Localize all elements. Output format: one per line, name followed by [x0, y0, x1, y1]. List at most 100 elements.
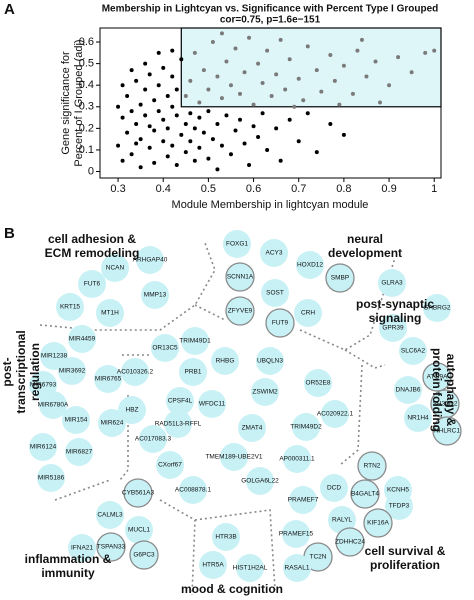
gene-node	[223, 230, 251, 258]
point	[274, 126, 279, 131]
point	[179, 132, 184, 137]
node-label: CPSF4L	[168, 398, 193, 405]
point	[183, 122, 188, 127]
point	[373, 59, 378, 64]
node-label: SH3GL2	[433, 401, 458, 408]
group-label-line: transcriptional	[14, 330, 28, 413]
gene-node	[294, 299, 322, 327]
gene-node	[325, 263, 355, 293]
node-label: HTR3B	[215, 534, 236, 541]
point	[396, 55, 401, 60]
gene-node	[118, 396, 146, 424]
gene-node	[260, 239, 288, 267]
point	[247, 163, 252, 168]
x-axis-label: Module Membership in lightcyan module	[172, 199, 369, 211]
point	[215, 74, 220, 79]
point	[247, 35, 252, 40]
point	[161, 117, 166, 122]
point	[129, 109, 134, 114]
gene-node	[96, 501, 124, 529]
group-label: cell survival &proliferation	[365, 544, 446, 572]
group-label-line: ECM remodeling	[45, 246, 140, 260]
point	[219, 96, 224, 101]
gene-node	[101, 254, 129, 282]
gene-node	[357, 451, 387, 481]
group-label-line: cell survival &	[365, 544, 446, 558]
point	[147, 124, 152, 129]
gene-node	[404, 404, 432, 432]
node-label: MIR5186	[38, 475, 65, 482]
point	[269, 93, 274, 98]
point	[224, 59, 229, 64]
point	[188, 78, 193, 83]
point	[314, 150, 319, 155]
gene-node	[139, 425, 167, 453]
node-label: SOST	[266, 290, 284, 297]
group-label: post-transcriptional regulation	[0, 330, 42, 413]
point	[292, 104, 297, 109]
node-label: TMEM189-UBE2V1	[205, 454, 262, 461]
node-label: TSPAN33	[97, 544, 126, 551]
gene-node	[296, 251, 324, 279]
point	[355, 48, 360, 53]
gene-node	[151, 334, 179, 362]
point	[138, 137, 143, 142]
point	[174, 113, 179, 118]
gene-node	[432, 416, 462, 446]
gene-node	[211, 347, 239, 375]
point	[183, 150, 188, 155]
node-label: MMP13	[144, 292, 167, 299]
node-label: NCAN	[106, 265, 125, 272]
point	[364, 74, 369, 79]
group-label-line: signaling	[369, 311, 422, 325]
panel-label: B	[4, 225, 15, 242]
node-label: PRAMEF15	[279, 531, 314, 538]
highlight-region	[180, 27, 442, 108]
gene-node	[37, 464, 65, 492]
point	[129, 152, 134, 157]
point	[278, 158, 283, 163]
point	[265, 147, 270, 152]
point	[296, 139, 301, 144]
point	[238, 91, 243, 96]
separator	[344, 349, 386, 369]
point	[183, 93, 188, 98]
gene-node	[363, 508, 393, 538]
group-label-line: development	[328, 246, 402, 260]
node-label: RTN2	[364, 463, 381, 470]
point	[156, 83, 161, 88]
gene-node	[256, 347, 284, 375]
point	[188, 139, 193, 144]
point	[147, 145, 152, 150]
node-label: NR1H4	[407, 415, 429, 422]
point	[287, 57, 292, 62]
node-label: FUT6	[84, 281, 101, 288]
separator	[194, 304, 226, 321]
node-label: HIST1H2AL	[233, 565, 268, 572]
point	[251, 124, 256, 129]
point	[129, 68, 134, 73]
point	[283, 87, 288, 92]
point	[134, 141, 139, 146]
y-tick-label: 0.1	[79, 144, 94, 156]
node-label: ZSWIM2	[252, 389, 278, 396]
gene-node	[58, 357, 86, 385]
point	[134, 122, 139, 127]
point	[337, 102, 342, 107]
gene-node	[350, 479, 380, 509]
node-label: KRT15	[60, 304, 80, 311]
y-axis-label: Gene significance for Percent of I Group…	[60, 39, 85, 166]
gene-node	[125, 516, 153, 544]
gene-node	[246, 467, 274, 495]
gene-node	[225, 262, 255, 292]
point	[170, 48, 175, 53]
gene-node	[378, 269, 406, 297]
point	[138, 102, 143, 107]
point	[359, 37, 364, 42]
gene-node	[56, 293, 84, 321]
node-label: MIR6827	[66, 449, 93, 456]
gene-node	[29, 433, 57, 461]
node-label: KCNH5	[387, 487, 409, 494]
y-tick-label: 0.4	[79, 79, 94, 91]
